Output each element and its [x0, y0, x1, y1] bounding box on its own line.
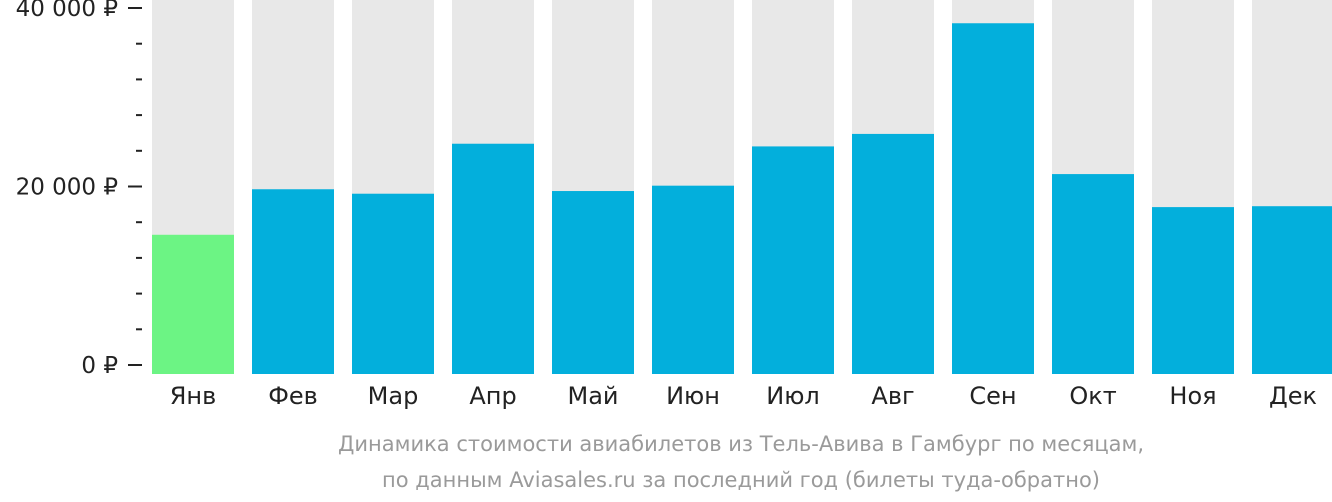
x-tick-label: Ноя [1169, 382, 1216, 410]
bar-Май [552, 191, 634, 374]
y-tick-label: 20 000 ₽ [16, 175, 118, 201]
bar-Ноя [1152, 207, 1234, 374]
x-tick-label: Авг [871, 382, 914, 410]
bar-Окт [1052, 174, 1134, 374]
x-tick-label: Фев [268, 382, 318, 410]
x-tick-label: Июл [766, 382, 820, 410]
x-tick-label: Янв [170, 382, 217, 410]
chart-caption-line-2: по данным Aviasales.ru за последний год … [382, 468, 1100, 492]
bar-Июн [652, 185, 734, 374]
bar-Авг [852, 133, 934, 374]
bar-Дек [1252, 206, 1332, 374]
x-tick-label: Июн [666, 382, 720, 410]
x-tick-label: Апр [469, 382, 516, 410]
x-tick-label: Сен [969, 382, 1016, 410]
bar-Фев [252, 189, 334, 374]
x-tick-label: Мар [368, 382, 419, 410]
chart-caption-line-1: Динамика стоимости авиабилетов из Тель-А… [337, 432, 1145, 456]
bar-Янв [152, 234, 234, 374]
x-tick-label: Май [567, 382, 618, 410]
bar-Апр [452, 143, 534, 374]
x-tick-label: Окт [1069, 382, 1116, 410]
y-tick-label: 0 ₽ [81, 353, 118, 379]
bar-Мар [352, 193, 434, 374]
bar-Июл [752, 146, 834, 374]
y-tick-label: 40 000 ₽ [16, 0, 118, 22]
chart-svg: Янв Фев Мар Апр Май Июн Июл Авг Сен Окт Ноя Дек 0 ₽ 2… [16, 0, 1332, 410]
bar-Сен [952, 23, 1034, 375]
x-tick-label: Дек [1269, 382, 1317, 410]
